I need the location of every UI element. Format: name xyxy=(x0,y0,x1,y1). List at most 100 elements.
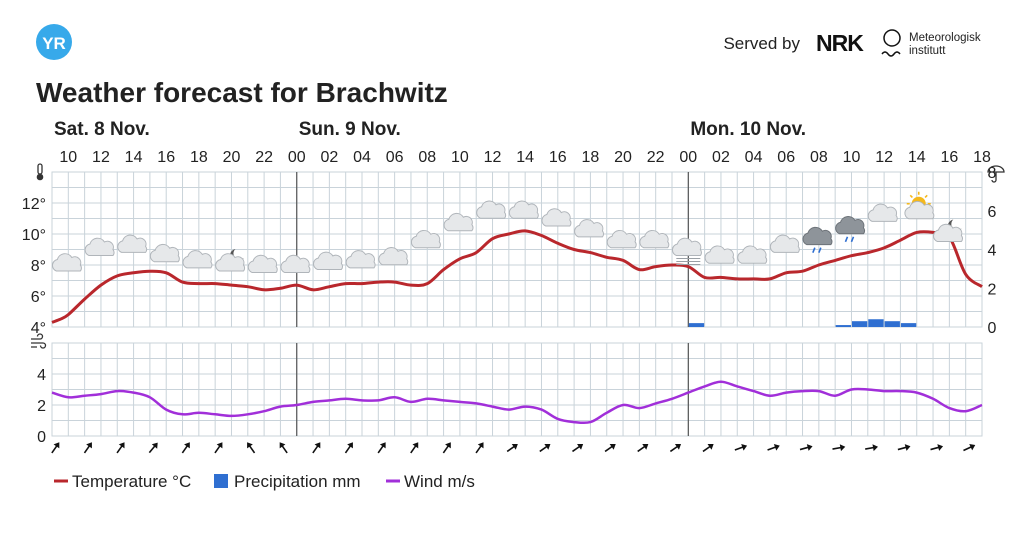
precipitation-tick-label: 0 xyxy=(988,320,997,337)
hour-tick-label: 06 xyxy=(386,149,404,166)
legend-precipitation-label: Precipitation mm xyxy=(234,472,361,491)
wind-arrow-icon xyxy=(475,442,484,454)
temperature-axis: 4° 6° 8° 10° 12° xyxy=(22,196,46,337)
yr-logo-text: YR xyxy=(42,34,66,53)
wind-arrow-icon xyxy=(214,442,223,454)
wind-arrow-icon xyxy=(572,443,584,453)
hour-tick-labels: 10 12 14 16 18 20 22 00 02 04 06 08 10 12 14 16 18 20 22 00… xyxy=(59,149,991,166)
cloud-icon xyxy=(574,219,605,238)
temperature-tick-label: 12° xyxy=(22,196,46,213)
wind-arrow-icon xyxy=(865,444,878,452)
hour-tick-label: 12 xyxy=(92,149,110,166)
precipitation-bar xyxy=(688,323,705,327)
hour-tick-label: 18 xyxy=(582,149,600,166)
temperature-tick-label: 6° xyxy=(31,289,46,306)
precipitation-tick-label: 6 xyxy=(988,204,997,221)
met-logo-line1: Meteorologisk xyxy=(909,32,981,44)
bottom-panel-grid xyxy=(51,342,983,437)
hour-tick-label: 02 xyxy=(712,149,730,166)
cloud-icon xyxy=(280,254,311,274)
hour-tick-label: 00 xyxy=(679,149,697,166)
hour-tick-label: 10 xyxy=(451,149,469,166)
legend-wind-label: Wind m/s xyxy=(404,472,475,491)
met-logo-wave-icon xyxy=(881,51,901,57)
cloud-icon xyxy=(606,230,637,249)
wind-arrow-icon xyxy=(604,443,616,453)
fog-icon xyxy=(671,237,702,265)
cloud-icon xyxy=(508,200,539,219)
cloud-icon xyxy=(313,251,344,270)
cloud-icon xyxy=(704,245,735,264)
hour-tick-label: 18 xyxy=(973,149,991,166)
cloud-icon xyxy=(639,230,670,249)
hour-tick-label: 16 xyxy=(549,149,567,166)
wind-arrow-icon xyxy=(539,443,551,453)
precipitation-bar xyxy=(851,321,868,327)
hour-tick-label: 12 xyxy=(875,149,893,166)
precipitation-bar xyxy=(835,325,851,327)
wind-arrow-icon xyxy=(410,442,419,454)
served-by-text: Served by xyxy=(723,34,800,53)
day-label: Sat. 8 Nov. xyxy=(54,119,150,140)
wind-icon xyxy=(31,333,47,349)
hour-tick-label: 04 xyxy=(745,149,763,166)
hour-tick-label: 02 xyxy=(320,149,338,166)
top-panel-grid xyxy=(51,171,983,328)
precipitation-bar xyxy=(900,323,917,327)
wind-arrow-icon xyxy=(930,444,944,451)
wind-axis: 0 2 4 xyxy=(37,367,46,446)
hour-tick-label: 16 xyxy=(157,149,175,166)
cloudy-night-icon xyxy=(933,219,964,243)
hour-tick-label: 06 xyxy=(777,149,795,166)
yr-logo[interactable]: YR xyxy=(36,24,72,60)
wind-arrow-icon xyxy=(312,442,321,454)
wind-arrow-icon xyxy=(506,443,518,453)
wind-arrow-icon xyxy=(279,442,288,454)
weather-symbols xyxy=(51,191,964,274)
hour-tick-label: 22 xyxy=(647,149,665,166)
wind-arrow-icon xyxy=(181,442,190,454)
wind-arrow-icon xyxy=(83,442,92,454)
rain-cloud-icon xyxy=(802,226,833,253)
hour-tick-label: 10 xyxy=(59,149,77,166)
wind-arrow-icon xyxy=(148,442,158,454)
cloud-icon xyxy=(476,200,507,219)
partly-sunny-icon xyxy=(904,191,935,220)
hour-tick-label: 18 xyxy=(190,149,208,166)
met-logo-circle-icon xyxy=(883,29,901,47)
cloud-icon xyxy=(378,247,409,266)
hour-tick-label: 04 xyxy=(353,149,371,166)
hour-tick-label: 10 xyxy=(843,149,861,166)
wind-arrow-icon xyxy=(669,443,682,453)
temperature-tick-label: 10° xyxy=(22,227,46,244)
hour-tick-label: 08 xyxy=(418,149,436,166)
wind-arrow-icon xyxy=(116,442,125,454)
precipitation-tick-label: 4 xyxy=(988,243,997,260)
thermometer-icon xyxy=(36,163,44,181)
chart-title: Weather forecast for Brachwitz xyxy=(36,77,448,108)
legend: Temperature °C Precipitation mm Wind m/s xyxy=(54,472,475,491)
wind-arrow-icon xyxy=(963,443,976,452)
wind-tick-label: 2 xyxy=(37,398,46,415)
wind-arrow-icon xyxy=(702,443,714,453)
wind-arrow-icon xyxy=(637,443,649,453)
wind-arrow-icon xyxy=(51,442,60,454)
cloud-icon xyxy=(443,212,474,232)
wind-arrow-icon xyxy=(247,442,256,454)
wind-arrow-icon xyxy=(832,444,846,452)
cloud-icon xyxy=(769,234,800,253)
temperature-tick-label: 4° xyxy=(31,320,46,337)
wind-tick-label: 4 xyxy=(37,367,46,384)
hour-tick-label: 12 xyxy=(484,149,502,166)
hour-tick-label: 00 xyxy=(288,149,306,166)
wind-arrow-icon xyxy=(377,442,386,454)
hour-tick-label: 22 xyxy=(255,149,273,166)
wind-tick-label: 0 xyxy=(37,429,46,446)
yr-logo-circle xyxy=(36,24,72,60)
cloud-icon xyxy=(867,203,898,222)
cloud-icon xyxy=(737,245,768,264)
cloud-icon xyxy=(51,253,82,272)
wind-arrow-icon xyxy=(734,444,748,451)
precipitation-bars xyxy=(688,319,917,327)
met-institute-logo: Meteorologisk institutt xyxy=(881,29,981,57)
